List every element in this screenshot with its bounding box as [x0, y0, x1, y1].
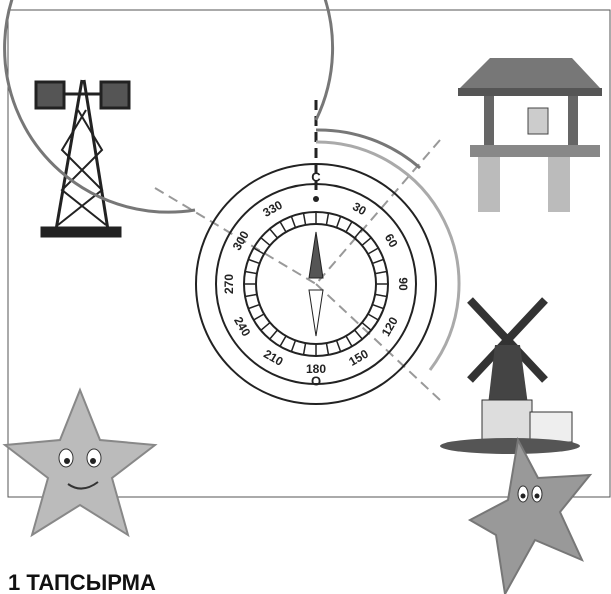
tick	[372, 258, 384, 265]
tick	[248, 258, 260, 265]
tick	[244, 270, 258, 275]
degree-label: 60	[382, 231, 401, 250]
tick	[279, 335, 287, 347]
north-label: С	[311, 169, 321, 184]
bearings	[3, 0, 461, 401]
tick	[374, 270, 388, 275]
tick	[244, 293, 258, 298]
star-left	[2, 387, 158, 538]
tick	[367, 247, 379, 255]
tick	[374, 293, 388, 298]
tick	[325, 212, 330, 226]
well	[458, 58, 602, 212]
tick	[260, 321, 271, 331]
north-dot	[313, 196, 319, 202]
tick	[269, 228, 279, 239]
tick	[302, 212, 307, 226]
tick	[345, 335, 353, 347]
tick	[372, 303, 384, 310]
tower	[34, 79, 131, 238]
tick	[361, 237, 372, 247]
tick	[260, 237, 271, 247]
tick	[353, 228, 363, 239]
degree-label: 270	[222, 274, 236, 294]
tick	[253, 247, 265, 255]
degree-label: 30	[350, 199, 369, 218]
compass-ticks	[244, 212, 388, 356]
tick	[335, 340, 342, 352]
tick	[345, 221, 353, 233]
tick	[361, 321, 372, 331]
south-label: О	[311, 373, 321, 388]
degree-label: 180	[306, 362, 326, 376]
task-title: 1 ТАПСЫРМА	[8, 570, 156, 594]
tick	[253, 313, 265, 321]
tick	[367, 313, 379, 321]
tick	[302, 342, 307, 356]
tick	[335, 216, 342, 228]
tick	[290, 340, 297, 352]
tick	[269, 329, 279, 340]
tick	[353, 329, 363, 340]
degree-label: 90	[396, 277, 410, 291]
tick	[279, 221, 287, 233]
windmill	[440, 297, 580, 454]
tick	[248, 303, 260, 310]
tick	[325, 342, 330, 356]
tick	[290, 216, 297, 228]
star-right	[467, 436, 593, 594]
